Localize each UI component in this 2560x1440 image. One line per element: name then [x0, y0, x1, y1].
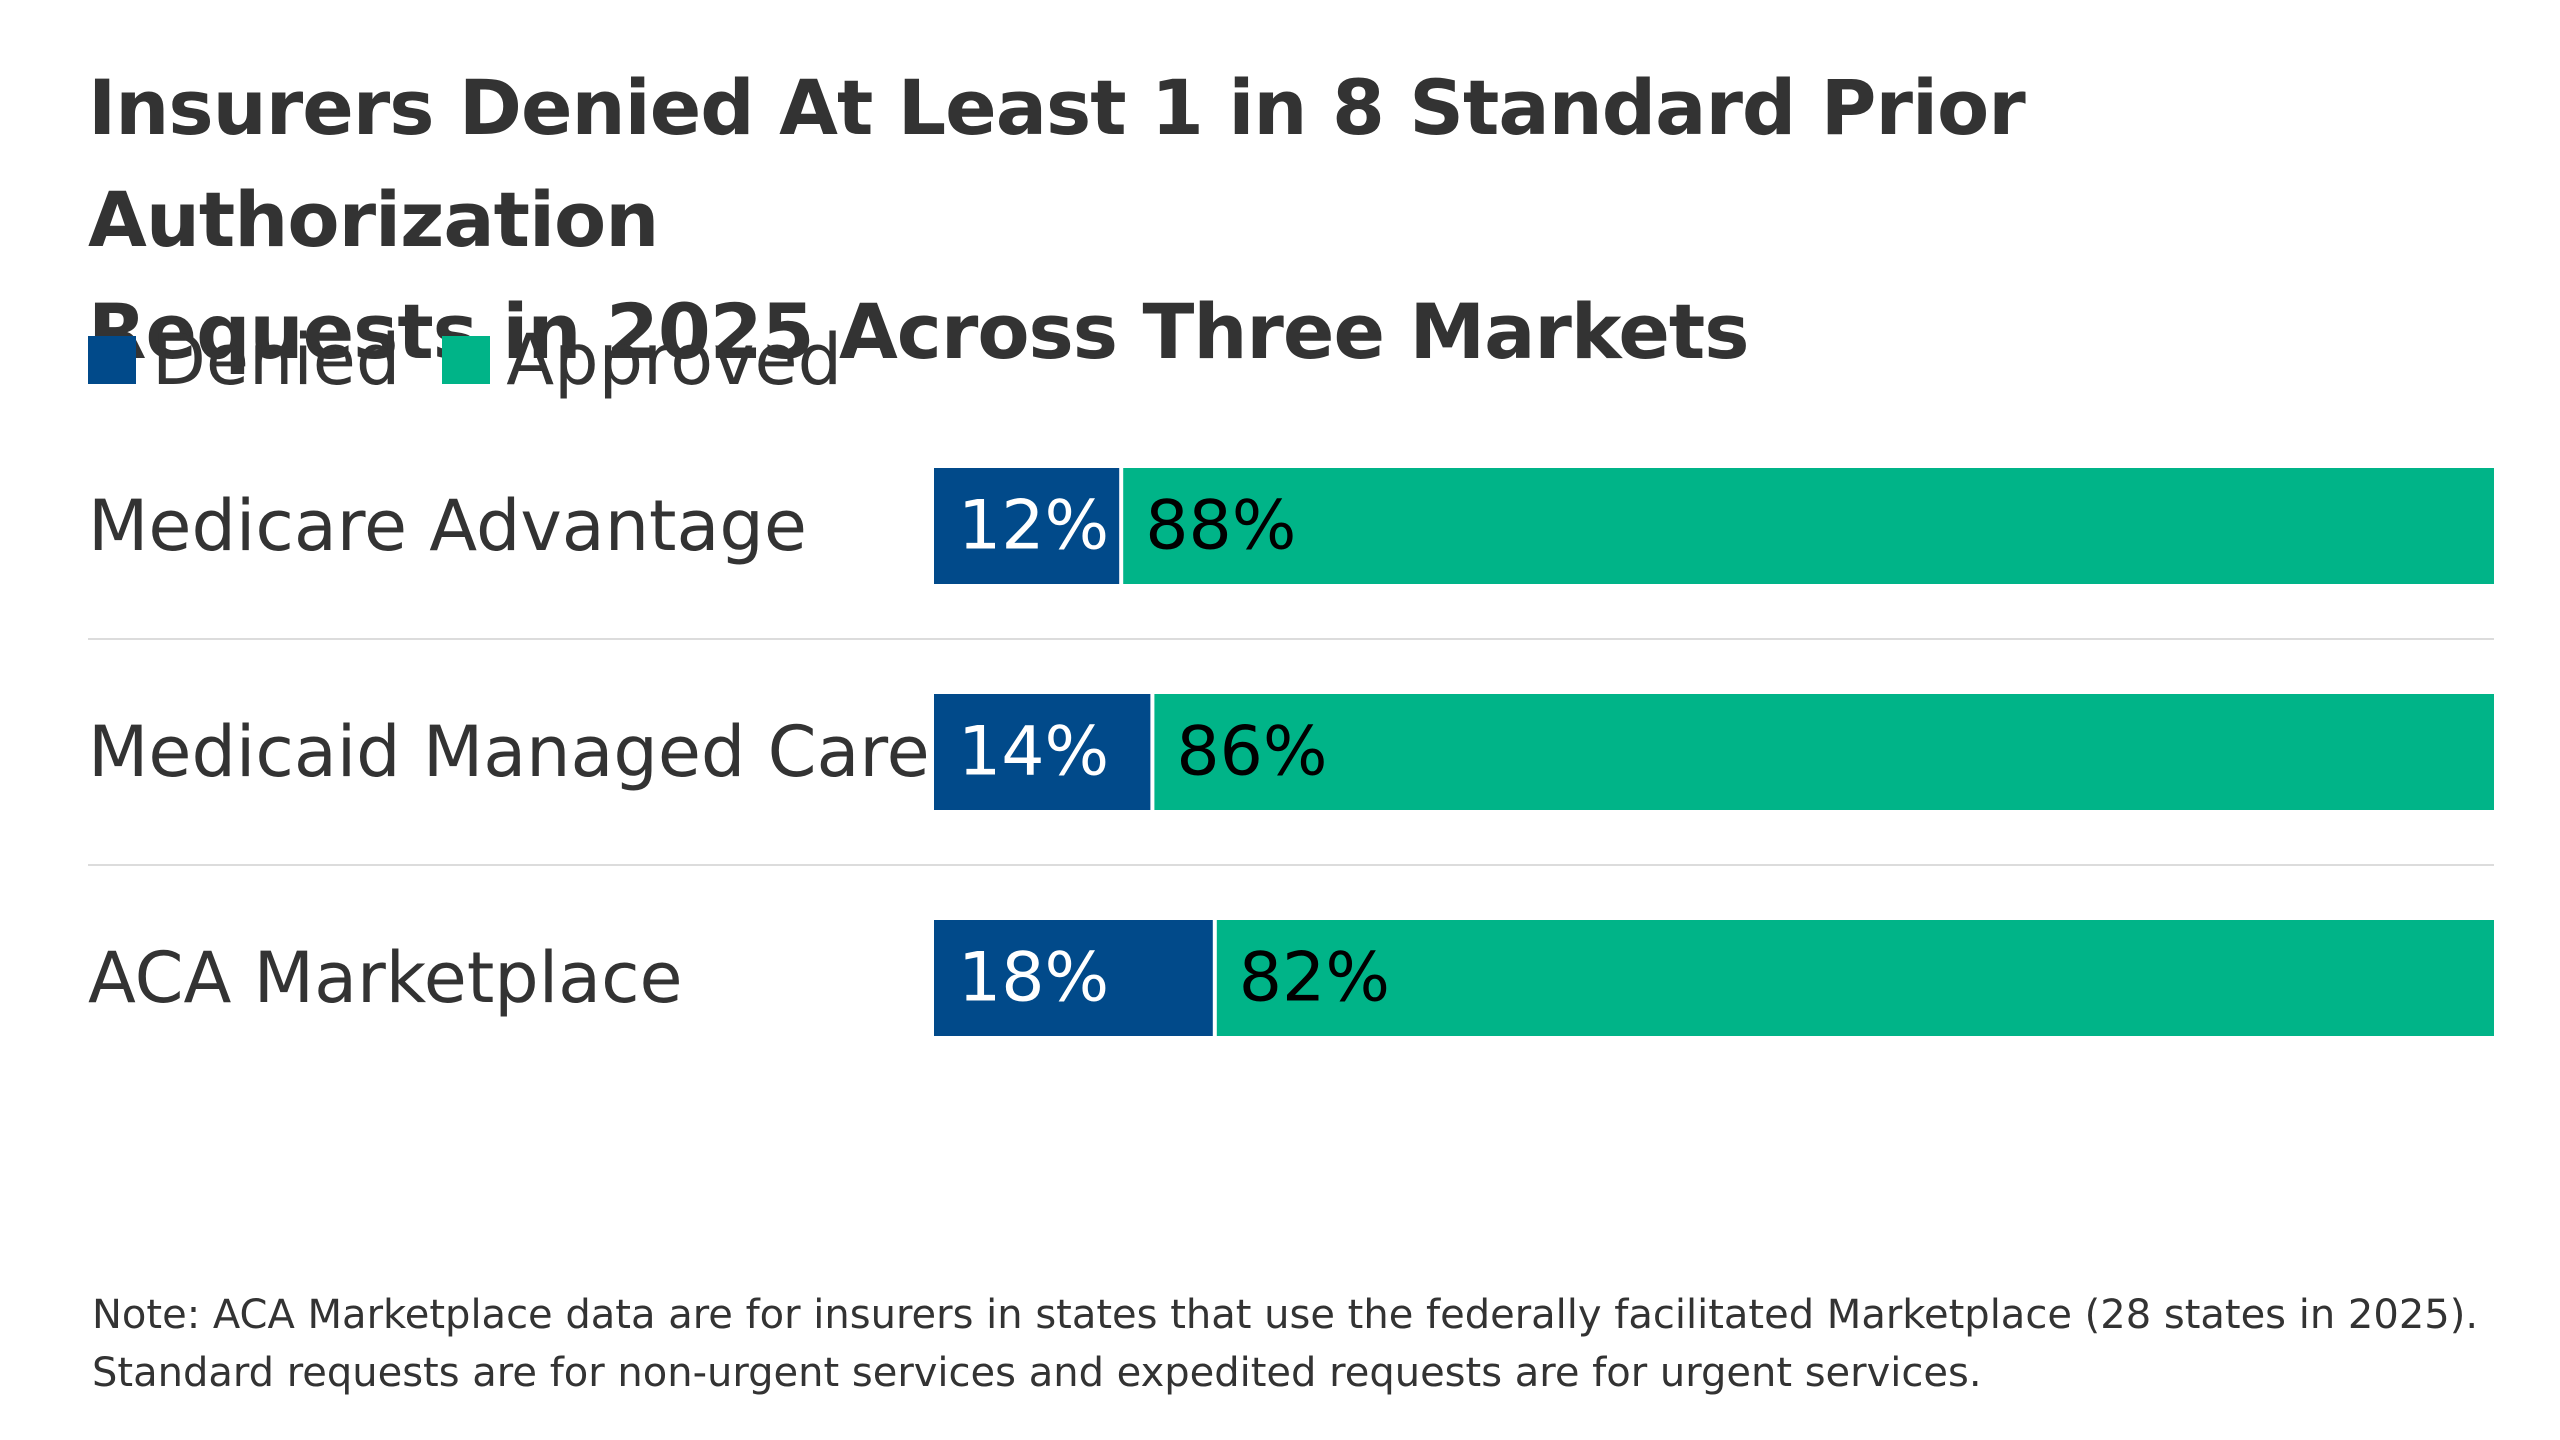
data-label-denied: 12% [958, 487, 1109, 566]
chart-note-line-2: Standard requests are for non-urgent ser… [92, 1350, 1982, 1396]
bar-denied [934, 694, 1153, 810]
chart-plot-area: Medicare Advantage 12% 88% Medicaid Managed… [88, 468, 2494, 1036]
data-label-approved: 82% [1239, 939, 1390, 1018]
category-label: Medicaid Managed Care [88, 711, 930, 793]
data-label-approved: 86% [1176, 713, 1327, 792]
bar-approved [1152, 694, 2494, 810]
category-label: Medicare Advantage [88, 485, 807, 567]
legend-label-denied: Denied [152, 319, 401, 401]
chart-title-line-1: Insurers Denied At Least 1 in 8 Standard… [88, 63, 2026, 264]
data-label-approved: 88% [1145, 487, 1296, 566]
data-label-denied: 14% [958, 713, 1109, 792]
chart-note: Note: ACA Marketplace data are for insur… [92, 1286, 2512, 1402]
legend-item-approved: Approved [442, 319, 842, 401]
bar-denied [934, 920, 1215, 1036]
bar-approved [1214, 920, 2494, 1036]
data-label-denied: 18% [958, 939, 1109, 1018]
category-label: ACA Marketplace [88, 937, 683, 1019]
bar-denied [934, 468, 1122, 584]
legend-label-approved: Approved [506, 319, 843, 401]
chart-title-line-2: Requests in 2025 Across Three Markets [88, 287, 1749, 376]
legend-swatch-approved [442, 336, 491, 384]
legend-item-denied: Denied [88, 319, 400, 401]
chart-legend: Denied Approved [88, 318, 884, 402]
legend-swatch-denied [88, 336, 136, 384]
chart-title: Insurers Denied At Least 1 in 8 Standard… [88, 52, 2508, 388]
bar-approved [1121, 468, 2494, 584]
chart-note-line-1: Note: ACA Marketplace data are for insur… [92, 1292, 2479, 1338]
